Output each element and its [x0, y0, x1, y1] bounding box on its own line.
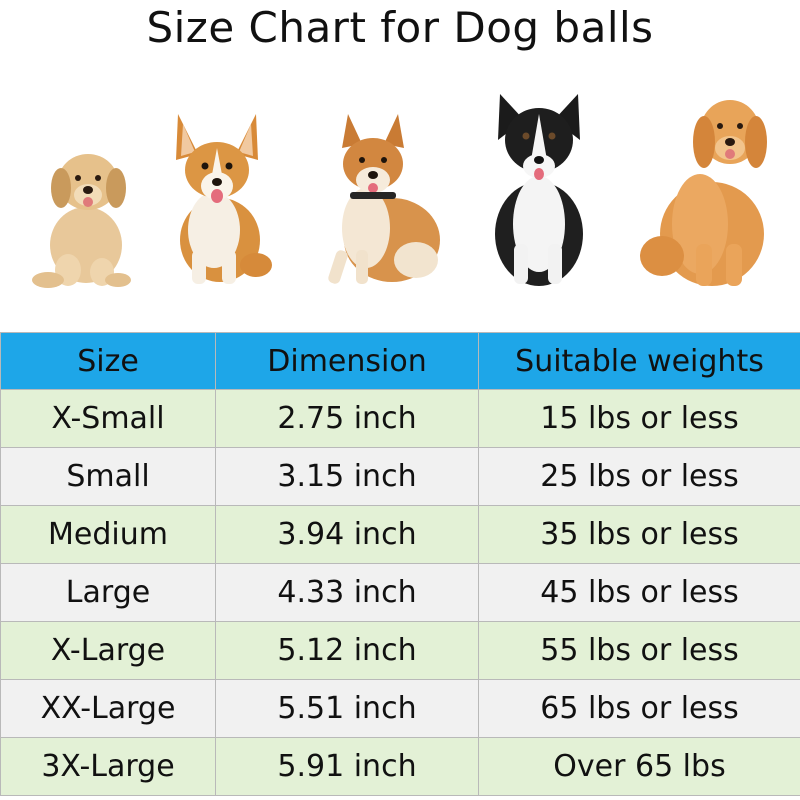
weight-cell: Over 65 lbs [478, 737, 800, 796]
size-cell: X-Large [0, 621, 216, 680]
table-row: X-Large 5.12 inch 55 lbs or less [0, 621, 800, 680]
table-header-row: Size Dimension Suitable weights [0, 332, 800, 390]
weight-cell: 55 lbs or less [478, 621, 800, 680]
size-cell: Medium [0, 505, 216, 564]
dimension-cell: 5.51 inch [215, 679, 479, 738]
page-title: Size Chart for Dog balls [146, 3, 654, 52]
weight-cell: 65 lbs or less [478, 679, 800, 738]
dimension-cell: 5.91 inch [215, 737, 479, 796]
size-cell: XX-Large [0, 679, 216, 738]
weight-cell: 25 lbs or less [478, 447, 800, 506]
golden-retriever-adult-image [640, 100, 767, 286]
weight-cell: 15 lbs or less [478, 389, 800, 448]
dimension-cell: 2.75 inch [215, 389, 479, 448]
dimension-cell: 4.33 inch [215, 563, 479, 622]
table-row: X-Small 2.75 inch 15 lbs or less [0, 389, 800, 448]
column-header-dimension: Dimension [215, 332, 479, 390]
dimension-cell: 3.94 inch [215, 505, 479, 564]
column-header-size: Size [0, 332, 216, 390]
size-cell: X-Small [0, 389, 216, 448]
table-row: 3X-Large 5.91 inch Over 65 lbs [0, 737, 800, 796]
dimension-cell: 5.12 inch [215, 621, 479, 680]
size-cell: Small [0, 447, 216, 506]
size-chart-table: Size Dimension Suitable weights X-Small … [0, 332, 800, 796]
dog-photos [0, 70, 800, 290]
table-row: XX-Large 5.51 inch 65 lbs or less [0, 679, 800, 738]
border-collie-image [495, 94, 583, 286]
weight-cell: 45 lbs or less [478, 563, 800, 622]
size-cell: Large [0, 563, 216, 622]
table-row: Medium 3.94 inch 35 lbs or less [0, 505, 800, 564]
golden-retriever-puppy-image [32, 154, 131, 288]
corgi-image [176, 114, 272, 284]
table-row: Large 4.33 inch 45 lbs or less [0, 563, 800, 622]
dimension-cell: 3.15 inch [215, 447, 479, 506]
size-cell: 3X-Large [0, 737, 216, 796]
weight-cell: 35 lbs or less [478, 505, 800, 564]
table-row: Small 3.15 inch 25 lbs or less [0, 447, 800, 506]
shiba-inu-image [328, 114, 440, 284]
column-header-suitable-weights: Suitable weights [478, 332, 800, 390]
